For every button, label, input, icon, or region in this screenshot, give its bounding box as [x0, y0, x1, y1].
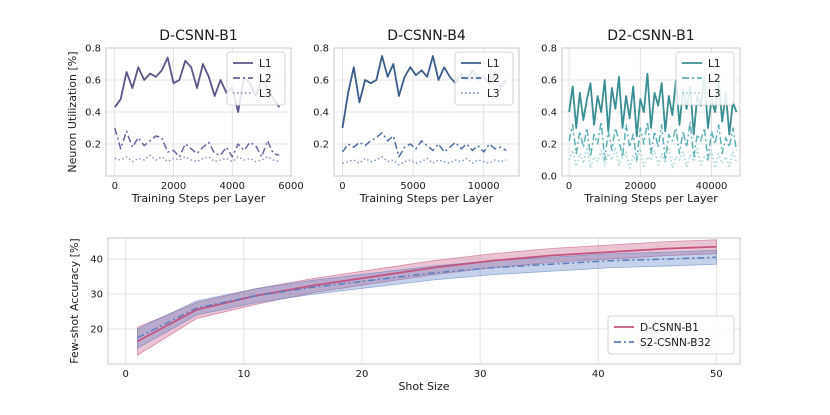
x-tick-label: 4000: [220, 181, 245, 192]
y-tick-label: 0.8: [85, 44, 101, 55]
chart-panel-1: 0 2000 4000 6000 0.2 0.4 0.6 0.8 D-CSNN-B1 Traini…: [66, 28, 304, 205]
legend-label-L2: L2: [708, 73, 721, 85]
legend: L1 L2 L3: [454, 51, 514, 106]
legend-label-L1: L1: [487, 58, 500, 70]
series-line-L3: [342, 156, 507, 166]
x-tick-label: 5000: [400, 181, 425, 192]
x-tick-label: 50: [710, 369, 723, 380]
series-line-L2: [341, 132, 507, 158]
x-tick-label: 20: [356, 369, 369, 380]
legend-box: [226, 51, 286, 106]
legend-box: [454, 51, 514, 106]
y-tick-label: 0.6: [85, 76, 101, 87]
y-tick-label: 0.4: [85, 108, 101, 119]
chart-title: D2-CSNN-B1: [607, 28, 694, 44]
legend-box: [675, 51, 735, 106]
legend-box: [607, 315, 735, 355]
y-tick-label: 0.0: [541, 172, 557, 183]
chart-panel-2: 0 5000 10000 0.2 0.4 0.6 0.8 D-CSNN-B4 Training …: [313, 28, 520, 205]
x-axis-label: Shot Size: [398, 380, 449, 393]
legend: L1 L2 L3: [226, 51, 286, 106]
y-tick-label: 0.2: [313, 140, 329, 151]
y-tick-label: 0.2: [541, 140, 557, 151]
x-axis-label: Training Steps per Layer: [359, 192, 494, 205]
legend-label-L3: L3: [708, 88, 721, 100]
x-tick-label: 40: [592, 369, 605, 380]
x-tick-label: 0: [566, 181, 572, 192]
y-tick-label: 40: [90, 255, 103, 266]
series-line-L1: [568, 72, 738, 137]
y-axis-label: Neuron Utilization [%]: [66, 51, 79, 172]
chart-panel-4: 0 10 20 30 40 50 20 30 40 Shot Size Few-shot Accur…: [68, 237, 741, 393]
x-axis-label: Training Steps per Layer: [131, 192, 266, 205]
x-tick-label: 30: [474, 369, 487, 380]
legend: D-CSNN-B1 S2-CSNN-B32: [607, 315, 735, 355]
x-axis-label: Training Steps per Layer: [583, 192, 718, 205]
legend-label-L1: L1: [708, 58, 721, 70]
legend-label-L2: L2: [487, 73, 500, 85]
y-tick-label: 20: [90, 325, 103, 336]
x-tick-label: 20000: [624, 181, 656, 192]
y-axis-label: Few-shot Accuracy [%]: [68, 238, 81, 363]
series-line-L3: [568, 146, 738, 169]
x-tick-label: 10000: [468, 181, 500, 192]
x-tick-label: 2000: [161, 181, 186, 192]
axes-frame: [561, 47, 741, 177]
chart-title: D-CSNN-B1: [159, 28, 238, 44]
legend-label-L3: L3: [259, 88, 272, 100]
x-tick-label: 0: [112, 181, 118, 192]
y-tick-label: 0.6: [313, 76, 329, 87]
axes-frame: [105, 47, 292, 177]
x-tick-label: 0: [123, 369, 129, 380]
y-tick-label: 0.8: [541, 44, 557, 55]
y-tick-label: 0.8: [313, 44, 329, 55]
x-tick-label: 0: [339, 181, 345, 192]
series-line-L2: [114, 127, 280, 158]
y-tick-label: 0.6: [541, 76, 557, 87]
y-tick-label: 0.4: [313, 108, 329, 119]
axes-frame: [107, 237, 741, 365]
x-tick-label: 40000: [696, 181, 728, 192]
series-line-L2: [568, 120, 738, 161]
legend-label-L1: L1: [259, 58, 272, 70]
y-tick-label: 0.2: [85, 140, 101, 151]
y-tick-label: 0.4: [541, 108, 557, 119]
legend-label-D-CSNN-B1: D-CSNN-B1: [640, 322, 699, 334]
x-tick-label: 10: [237, 369, 250, 380]
y-tick-label: 30: [90, 290, 103, 301]
legend-label-S2-CSNN-B32: S2-CSNN-B32: [640, 337, 711, 349]
series-line-S2-CSNN-B32: [137, 256, 717, 339]
legend-label-L3: L3: [487, 88, 500, 100]
legend: L1 L2 L3: [675, 51, 735, 106]
legend-label-L2: L2: [259, 73, 272, 85]
chart-panel-3: 0 20000 40000 0.0 0.2 0.4 0.6 0.8 D2-CSNN-B1 Trai…: [541, 28, 741, 205]
x-tick-label: 6000: [278, 181, 303, 192]
axes-frame: [333, 47, 520, 177]
chart-title: D-CSNN-B4: [387, 28, 466, 44]
series-line-L3: [114, 154, 280, 163]
